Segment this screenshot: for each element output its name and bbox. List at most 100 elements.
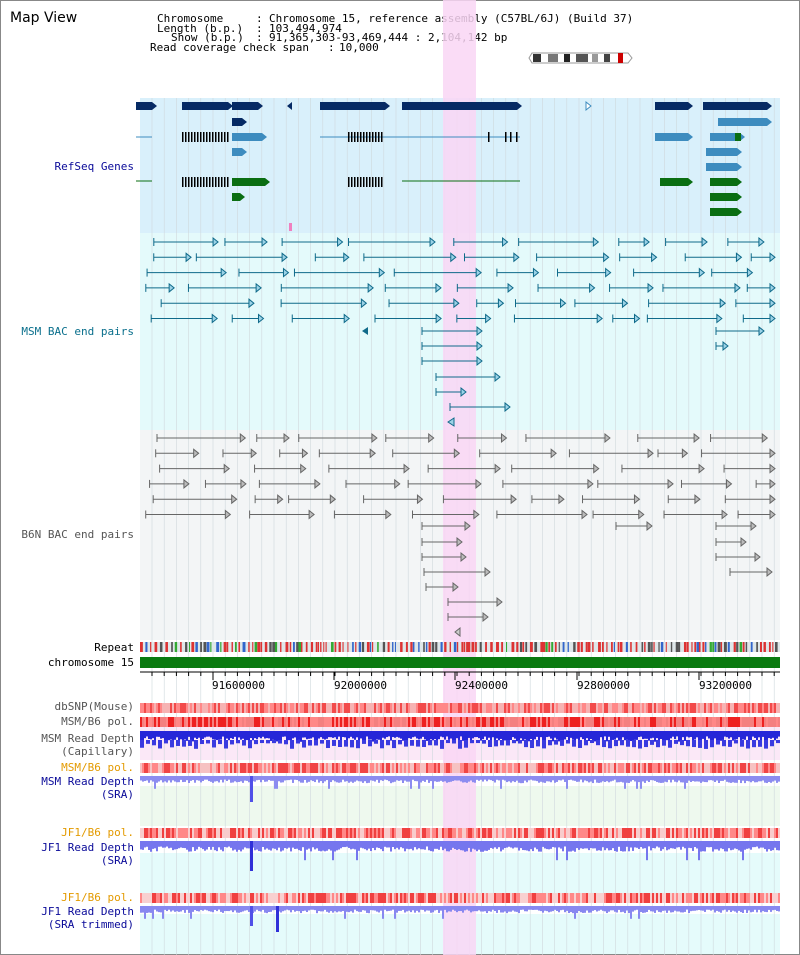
depth-spike bbox=[250, 776, 253, 802]
depth-bar bbox=[186, 906, 188, 910]
heat-cell bbox=[186, 763, 188, 773]
heat-cell bbox=[312, 703, 314, 713]
heat-cell bbox=[604, 893, 606, 903]
depth-bar bbox=[716, 841, 718, 850]
depth-bar bbox=[430, 731, 432, 740]
chromosome-ideogram[interactable] bbox=[528, 52, 634, 64]
heat-cell bbox=[314, 828, 316, 838]
depth-bar bbox=[588, 776, 590, 783]
bac-end bbox=[500, 432, 508, 444]
depth-bar bbox=[318, 731, 320, 739]
depth-bar bbox=[710, 740, 714, 748]
depth-bar bbox=[764, 731, 766, 741]
heat-cell bbox=[464, 703, 466, 713]
depth-bar bbox=[208, 906, 210, 912]
depth-bar bbox=[668, 776, 670, 780]
depth-bar bbox=[446, 740, 450, 744]
heat-cell bbox=[304, 763, 306, 773]
heat-cell bbox=[642, 703, 644, 713]
heat-cell bbox=[774, 717, 776, 727]
heat-cell bbox=[730, 763, 732, 773]
heat-cell bbox=[718, 763, 720, 773]
exon bbox=[348, 132, 350, 142]
heat-cell bbox=[520, 828, 522, 838]
info-sep-2: : bbox=[256, 22, 263, 35]
heat-cell bbox=[378, 828, 380, 838]
heat-cell bbox=[204, 703, 206, 713]
depth-bar bbox=[482, 776, 484, 782]
depth-bar bbox=[540, 906, 542, 912]
heat-cell bbox=[712, 717, 714, 727]
heat-cell bbox=[174, 763, 176, 773]
bac-end bbox=[185, 252, 192, 263]
depth-bar bbox=[388, 906, 390, 911]
heat-cell bbox=[500, 893, 502, 903]
depth-bar bbox=[156, 841, 158, 852]
depth-bar bbox=[744, 841, 746, 850]
heat-cell bbox=[700, 703, 702, 713]
heat-cell bbox=[618, 717, 620, 727]
depth-bar bbox=[436, 841, 438, 849]
info-chromosome-key: Chromosome bbox=[157, 12, 224, 25]
depth-bar bbox=[392, 906, 394, 910]
exon bbox=[357, 177, 359, 187]
depth-bar bbox=[488, 906, 490, 912]
depth-bar bbox=[752, 776, 754, 782]
depth-bar bbox=[716, 906, 718, 911]
heat-cell bbox=[710, 893, 712, 903]
heat-cell bbox=[194, 828, 196, 838]
gene-block bbox=[232, 102, 258, 110]
heat-cell bbox=[562, 828, 564, 838]
heat-cell bbox=[722, 828, 724, 838]
heat-cell bbox=[472, 703, 474, 713]
heat-cell bbox=[276, 703, 278, 713]
depth-bar bbox=[240, 841, 242, 852]
heat-cell bbox=[358, 763, 360, 773]
depth-bar bbox=[416, 740, 420, 747]
bac-end bbox=[532, 267, 540, 278]
heat-cell bbox=[654, 763, 656, 773]
heat-cell bbox=[270, 763, 272, 773]
heat-cell bbox=[164, 703, 166, 713]
heat-cell bbox=[600, 703, 602, 713]
heat-cell bbox=[520, 703, 522, 713]
depth-bar bbox=[180, 731, 182, 740]
gene-block bbox=[703, 102, 767, 110]
heat-cell bbox=[578, 717, 580, 727]
heat-cell bbox=[714, 763, 716, 773]
depth-bar bbox=[264, 731, 266, 739]
depth-bar bbox=[366, 776, 368, 784]
depth-bar bbox=[370, 776, 372, 781]
heat-cell bbox=[352, 893, 354, 903]
heat-cell bbox=[270, 828, 272, 838]
exon bbox=[191, 177, 193, 187]
heat-cell bbox=[596, 703, 598, 713]
heat-cell bbox=[448, 763, 450, 773]
heat-cell bbox=[418, 893, 420, 903]
bac-end bbox=[428, 432, 435, 444]
repeat-mark bbox=[269, 642, 272, 652]
depth-bar bbox=[476, 841, 478, 852]
heat-cell bbox=[416, 893, 418, 903]
depth-bar bbox=[602, 841, 604, 848]
exon bbox=[369, 132, 371, 142]
depth-bar bbox=[358, 776, 360, 782]
bac-end bbox=[510, 494, 517, 505]
heat-cell bbox=[740, 703, 742, 713]
heat-cell bbox=[376, 893, 378, 903]
depth-bar bbox=[408, 841, 410, 850]
depth-bar bbox=[384, 906, 386, 910]
heat-cell bbox=[600, 828, 602, 838]
heat-cell bbox=[738, 703, 740, 713]
depth-bar bbox=[534, 841, 536, 848]
depth-bar bbox=[670, 841, 672, 849]
heat-cell bbox=[692, 893, 694, 903]
depth-bar bbox=[308, 841, 310, 849]
heat-cell bbox=[762, 828, 764, 838]
heat-cell bbox=[646, 717, 648, 727]
depth-bar bbox=[670, 906, 672, 913]
depth-bar bbox=[676, 841, 678, 848]
depth-bar bbox=[588, 731, 590, 742]
heat-cell bbox=[394, 703, 396, 713]
